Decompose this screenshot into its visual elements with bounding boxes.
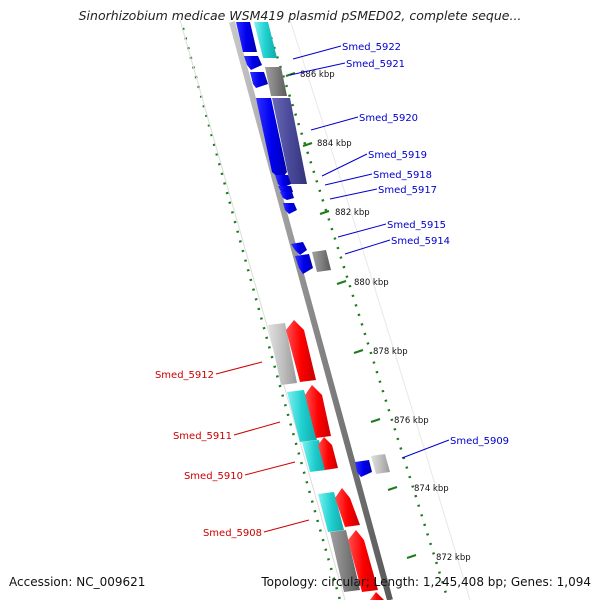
gene-smed5921a[interactable] bbox=[244, 56, 262, 70]
feature-cyan-top[interactable] bbox=[254, 22, 277, 58]
kbp-tick-label-872: 872 kbp bbox=[436, 553, 471, 563]
feature-cyan-5908[interactable] bbox=[318, 492, 344, 532]
kbp-tick-label-886: 886 kbp bbox=[300, 70, 335, 80]
map-title: Sinorhizobium medicae WSM419 plasmid pSM… bbox=[78, 8, 522, 23]
forward-strand-features bbox=[268, 320, 384, 600]
feature-lightgrey-5909[interactable] bbox=[371, 454, 390, 474]
gene-smed5912[interactable] bbox=[286, 320, 316, 382]
label-smed5912[interactable]: Smed_5912 bbox=[155, 370, 214, 381]
gene-smed5920[interactable] bbox=[272, 98, 307, 184]
label-smed5921[interactable]: Smed_5921 bbox=[346, 59, 405, 70]
kbp-tick-label-884: 884 kbp bbox=[317, 139, 352, 149]
gene-smed5921b[interactable] bbox=[250, 72, 268, 88]
kbp-tick-label-878: 878 kbp bbox=[373, 347, 408, 357]
feature-lightgrey-5912[interactable] bbox=[268, 323, 297, 385]
gene-smed5907[interactable] bbox=[348, 530, 378, 592]
gene-labels-reverse: Smed_5922 Smed_5921 Smed_5920 Smed_5919 … bbox=[342, 42, 509, 447]
label-smed5917[interactable]: Smed_5917 bbox=[378, 185, 437, 196]
gc-skew-dots-right bbox=[266, 27, 450, 600]
feature-grey-5914[interactable] bbox=[312, 250, 331, 272]
gene-smed5915[interactable] bbox=[291, 242, 307, 255]
kbp-tick-label-882: 882 kbp bbox=[335, 208, 370, 218]
label-smed5910[interactable]: Smed_5910 bbox=[184, 471, 243, 482]
gene-smed5910[interactable] bbox=[318, 437, 338, 470]
gene-smed5916[interactable] bbox=[283, 203, 297, 214]
backbone-axis bbox=[229, 21, 393, 600]
feature-cyan-5911[interactable] bbox=[287, 390, 317, 442]
gene-labels-forward: Smed_5912 Smed_5911 Smed_5910 Smed_5908 bbox=[155, 370, 262, 539]
gene-smed5911[interactable] bbox=[305, 385, 331, 438]
gene-smed5919[interactable] bbox=[275, 175, 291, 188]
reverse-strand-features bbox=[236, 22, 390, 477]
label-smed5915[interactable]: Smed_5915 bbox=[387, 220, 446, 231]
feature-grey-5907[interactable] bbox=[330, 530, 360, 592]
gene-smed5914[interactable] bbox=[295, 254, 313, 274]
label-smed5908[interactable]: Smed_5908 bbox=[203, 528, 262, 539]
label-smed5918[interactable]: Smed_5918 bbox=[373, 170, 432, 181]
gene-smed5908[interactable] bbox=[335, 488, 360, 527]
gene-smed5917[interactable] bbox=[280, 192, 294, 200]
leader-lines-forward bbox=[215, 361, 310, 533]
label-smed5922[interactable]: Smed_5922 bbox=[342, 42, 401, 53]
label-smed5920[interactable]: Smed_5920 bbox=[359, 113, 418, 124]
label-smed5911[interactable]: Smed_5911 bbox=[173, 431, 232, 442]
kbp-tick-label-874: 874 kbp bbox=[414, 484, 449, 494]
accession-text: Accession: NC_009621 bbox=[9, 575, 146, 589]
outer-ring bbox=[179, 19, 346, 600]
gene-smed5909[interactable] bbox=[355, 460, 372, 477]
label-smed5909[interactable]: Smed_5909 bbox=[450, 436, 509, 447]
kbp-tick-label-880: 880 kbp bbox=[354, 278, 389, 288]
label-smed5914[interactable]: Smed_5914 bbox=[391, 236, 450, 247]
feature-grey-top[interactable] bbox=[265, 67, 287, 96]
gene-smed5920-blue[interactable] bbox=[256, 98, 287, 180]
outer-ring-2 bbox=[289, 19, 471, 600]
gene-smed5906[interactable] bbox=[370, 592, 384, 600]
label-smed5919[interactable]: Smed_5919 bbox=[368, 150, 427, 161]
gene-smed5922[interactable] bbox=[236, 22, 257, 52]
kbp-tick-label-876: 876 kbp bbox=[394, 416, 429, 426]
topology-text: Topology: circular; Length: 1,245,408 bp… bbox=[261, 575, 591, 589]
leader-lines-reverse bbox=[289, 45, 450, 459]
